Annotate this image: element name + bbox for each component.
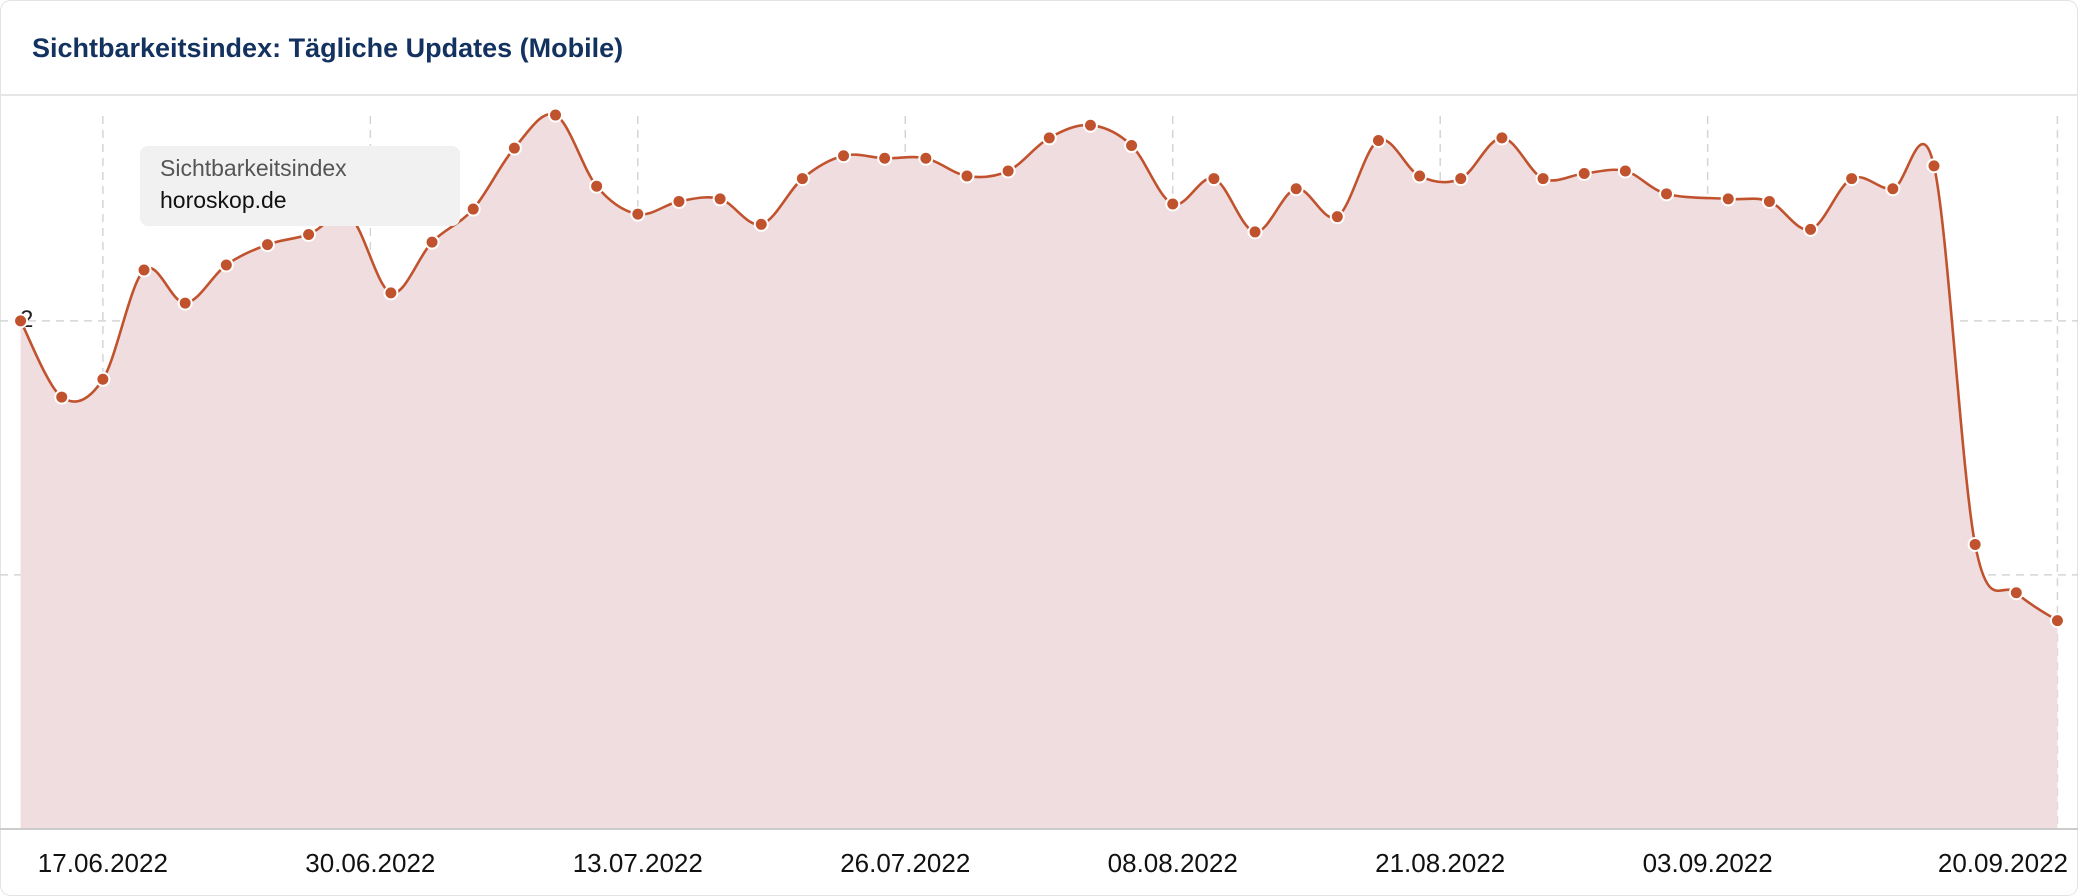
point xyxy=(1576,165,1592,181)
point xyxy=(1082,117,1098,133)
point xyxy=(877,150,893,166)
point xyxy=(1124,138,1140,154)
point xyxy=(1494,130,1510,146)
point xyxy=(1247,224,1263,240)
x-tick-label: 08.08.2022 xyxy=(1108,848,1238,878)
point xyxy=(1926,158,1942,174)
point xyxy=(1617,163,1633,179)
point xyxy=(54,389,70,405)
x-tick-label: 30.06.2022 xyxy=(305,848,435,878)
point xyxy=(218,257,234,273)
x-tick-label: 03.09.2022 xyxy=(1643,848,1773,878)
point xyxy=(918,150,934,166)
point xyxy=(1288,181,1304,197)
point xyxy=(1329,209,1345,225)
area-fill xyxy=(20,113,2058,829)
point xyxy=(1885,181,1901,197)
point xyxy=(177,295,193,311)
point xyxy=(836,148,852,164)
x-tick-label: 20.09.2022 xyxy=(1938,848,2068,878)
point xyxy=(630,206,646,222)
x-tick-label: 26.07.2022 xyxy=(840,848,970,878)
tooltip-box xyxy=(140,146,460,226)
point xyxy=(1535,171,1551,187)
point xyxy=(1659,186,1675,202)
point xyxy=(301,226,317,242)
point xyxy=(671,193,687,209)
point xyxy=(959,168,975,184)
point xyxy=(1041,130,1057,146)
point xyxy=(13,313,29,329)
point xyxy=(712,191,728,207)
point xyxy=(1370,132,1386,148)
point xyxy=(1761,193,1777,209)
point xyxy=(548,107,564,123)
point xyxy=(1720,191,1736,207)
point xyxy=(1803,221,1819,237)
point xyxy=(2049,613,2065,629)
point xyxy=(506,140,522,156)
point xyxy=(1412,168,1428,184)
plot: 12 xyxy=(0,107,2078,829)
point xyxy=(1206,171,1222,187)
point xyxy=(1000,163,1016,179)
chart-title: Sichtbarkeitsindex: Tägliche Updates (Mo… xyxy=(32,33,623,63)
point xyxy=(2008,585,2024,601)
line xyxy=(19,112,2059,622)
point xyxy=(1453,171,1469,187)
x-tick-label: 13.07.2022 xyxy=(573,848,703,878)
point xyxy=(136,262,152,278)
tooltip-label: Sichtbarkeitsindex xyxy=(160,155,347,181)
x-tick-label: 21.08.2022 xyxy=(1375,848,1505,878)
tooltip: Sichtbarkeitsindex horoskop.de xyxy=(140,146,460,226)
point xyxy=(1967,536,1983,552)
tooltip-domain: horoskop.de xyxy=(160,187,287,213)
point xyxy=(383,285,399,301)
point xyxy=(1844,171,1860,187)
point xyxy=(465,201,481,217)
point xyxy=(1165,196,1181,212)
point xyxy=(589,178,605,194)
point xyxy=(95,371,111,387)
point xyxy=(259,237,275,253)
x-tick-label: 17.06.2022 xyxy=(38,848,168,878)
point xyxy=(794,171,810,187)
point xyxy=(424,234,440,250)
point xyxy=(753,216,769,232)
